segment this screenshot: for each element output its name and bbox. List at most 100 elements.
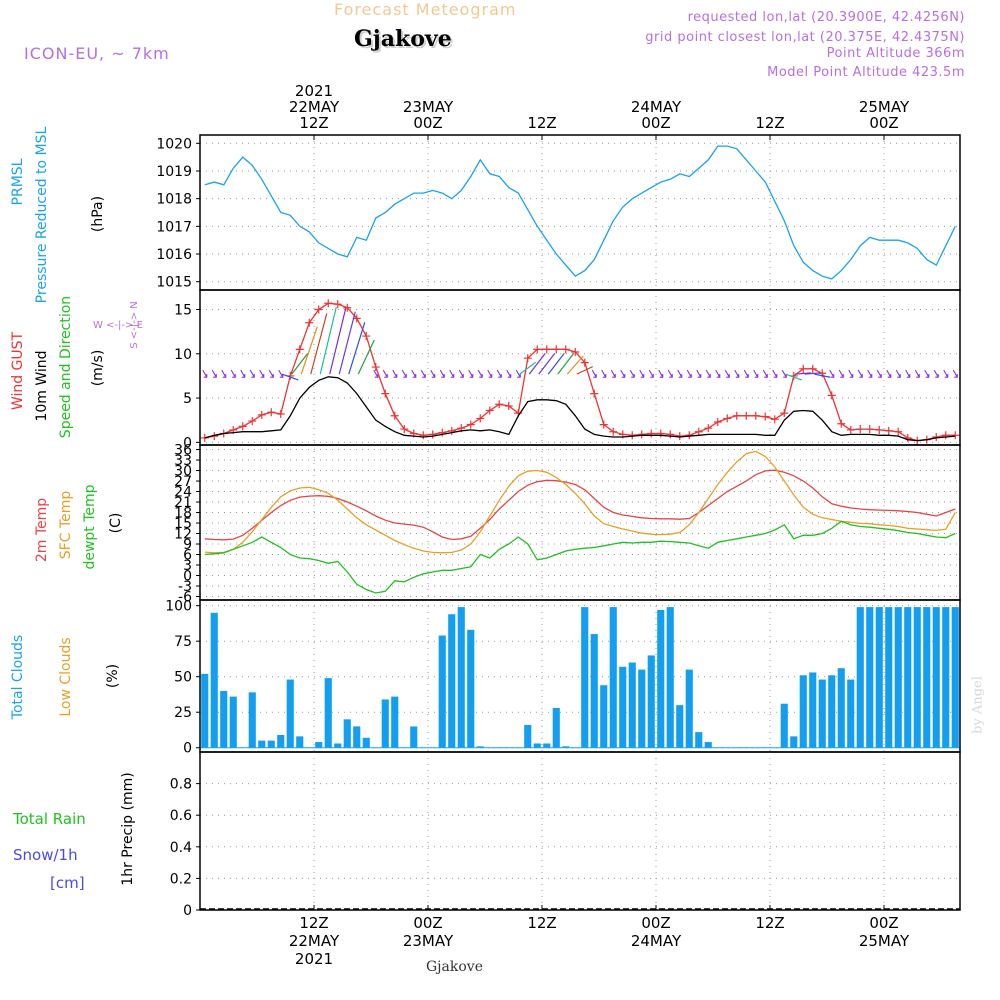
y-tick-label: 100: [165, 599, 192, 615]
cloud-bar: [334, 743, 342, 748]
top-time-label: 24MAY: [631, 98, 682, 116]
top-time-label: 12Z: [527, 114, 556, 132]
wind-direction-arrow: [620, 369, 626, 378]
wind-direction-arrow: [848, 369, 854, 378]
y-tick-label: 1019: [156, 164, 192, 180]
panel-wind: 0 5 10 15: [174, 289, 961, 451]
y-tick-label: 0: [183, 741, 192, 757]
gust-marker: [428, 430, 437, 439]
panel-frame: [199, 134, 961, 291]
snow-label: Snow/1h: [13, 846, 78, 864]
cloud-bar: [638, 669, 646, 748]
point-altitude: Point Altitude 366m: [826, 46, 965, 61]
wind-direction-arrow: [477, 369, 483, 378]
bottom-time-label: 12Z: [755, 914, 784, 932]
panel-precipitation: 0 0.2 0.4 0.6 0.8: [170, 751, 961, 919]
bottom-time-label: 23MAY: [403, 932, 454, 950]
wind-direction-arrow: [667, 369, 673, 378]
gust-marker: [780, 409, 789, 418]
wind-direction-arrow: [886, 369, 892, 378]
model-altitude: Model Point Altitude 423.5m: [767, 65, 965, 80]
cloud-bar: [277, 734, 285, 748]
wind-direction-arrow: [259, 369, 265, 378]
cloud-bar: [476, 746, 484, 748]
wind-direction-arrow: [857, 369, 863, 378]
gust-marker: [694, 427, 703, 436]
top-time-label: 12Z: [755, 114, 784, 132]
y-tick-label: 15: [174, 516, 192, 532]
cloud-bar: [837, 668, 845, 748]
cloud-bar: [324, 678, 332, 748]
cloud-bar: [201, 673, 209, 748]
top-time-label: 23MAY: [403, 98, 454, 116]
wind-direction-arrow: [420, 369, 426, 378]
panel-prmsl: 1015 1016 1017 1018 1019 1020: [156, 134, 961, 291]
cloud-bar: [448, 614, 456, 748]
y-tick-label: -3: [178, 579, 192, 595]
series-line-prmsl: [204, 145, 956, 280]
gust-marker: [751, 411, 760, 420]
series-line-dewpt-temp: [204, 520, 956, 594]
gust-marker: [200, 433, 209, 442]
gust-marker: [713, 417, 722, 426]
cloud-bar: [258, 740, 266, 748]
y-tick-label: 3: [183, 558, 192, 574]
cloud-bar: [600, 685, 608, 748]
wind-direction-arrow: [557, 352, 575, 375]
wind-direction-arrow: [686, 369, 692, 378]
wind-direction-arrow: [357, 339, 375, 375]
wind-direction-arrow: [411, 369, 417, 378]
gust-marker: [552, 345, 561, 354]
y-tick-label: 30: [174, 464, 192, 480]
footer-location: Gjakove: [426, 959, 483, 975]
gust-marker: [447, 426, 456, 435]
y-tick-label: 25: [174, 705, 192, 721]
y-tick-label: 0.4: [170, 840, 192, 856]
cloud-bar: [552, 707, 560, 748]
cloud-bar: [362, 737, 370, 748]
wind-direction-arrow: [268, 369, 274, 378]
cloud-bar: [286, 679, 294, 748]
gust-marker: [742, 411, 751, 420]
bottom-time-label: 25MAY: [859, 932, 910, 950]
wind-direction-arrow: [348, 322, 366, 375]
y-tick-label: 18: [174, 506, 192, 522]
y-tick-label: 5: [183, 391, 192, 407]
gust-marker: [333, 300, 342, 309]
gust-marker: [305, 318, 314, 327]
gust-marker: [542, 345, 551, 354]
gust-marker: [324, 299, 333, 308]
wind-direction-arrow: [449, 369, 455, 378]
cloud-bar: [657, 609, 665, 748]
wind-direction-arrow: [430, 369, 436, 378]
wind-direction-arrow: [519, 361, 537, 375]
gust-marker: [704, 424, 713, 433]
wind-direction-arrow: [804, 372, 821, 375]
top-time-label: 00Z: [869, 114, 898, 132]
gust-marker: [533, 345, 542, 354]
gust-marker: [903, 433, 912, 442]
panel-clouds: 0 25 50 75 100: [165, 599, 961, 757]
wind-direction-arrow: [591, 369, 597, 378]
y-tick-label: 0.2: [170, 871, 192, 887]
wind-direction-arrow: [401, 369, 407, 378]
cloud-bar: [410, 726, 418, 748]
snow-unit-label: [cm]: [50, 874, 85, 892]
cloud-bar: [818, 679, 826, 748]
gust-marker: [856, 425, 865, 434]
location-title: Gjakove: [354, 26, 452, 52]
bottom-time-label: 12Z: [299, 914, 328, 932]
series-line-10m-wind: [204, 376, 956, 442]
wind-direction-arrow: [762, 369, 768, 378]
cloud-bar: [856, 607, 864, 748]
wind-direction-arrow: [338, 311, 356, 375]
gust-marker: [837, 419, 846, 428]
y-tick-label: 27: [174, 474, 192, 490]
cloud-bar: [296, 736, 304, 748]
wind-direction-arrow: [753, 369, 759, 378]
wind-direction-arrow: [914, 369, 920, 378]
wind-direction-arrow: [785, 373, 802, 381]
gust-marker: [723, 414, 732, 423]
y-tick-label: 24: [174, 485, 192, 501]
